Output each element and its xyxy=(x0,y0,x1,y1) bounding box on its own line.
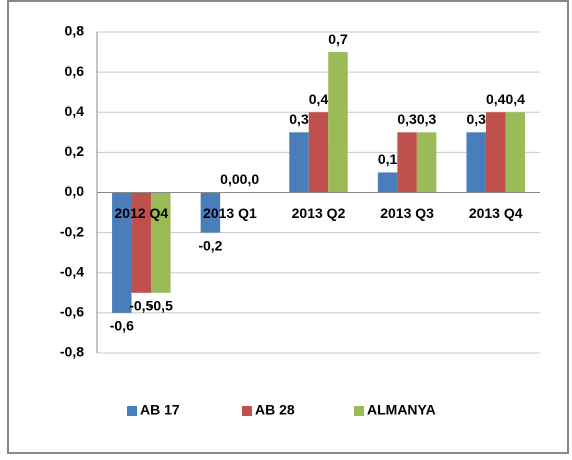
data-label: -0,5 xyxy=(129,298,153,314)
bar xyxy=(485,112,506,193)
y-tick-label: -0,8 xyxy=(60,344,84,360)
y-tick-label: 0,0 xyxy=(65,183,85,199)
legend-label: AB 28 xyxy=(255,402,295,418)
y-tick-label: 0,2 xyxy=(65,143,85,159)
bar xyxy=(466,132,486,193)
legend-swatch xyxy=(242,406,252,416)
bar xyxy=(416,132,437,193)
data-label: -0,5 xyxy=(149,298,173,314)
data-label: 0,7 xyxy=(328,31,348,47)
data-label: 0,4 xyxy=(309,91,329,107)
legend-label: ALMANYA xyxy=(367,402,436,418)
data-label: -0,6 xyxy=(110,318,134,334)
x-tick-label: 2013 Q4 xyxy=(469,205,523,221)
y-tick-label: -0,4 xyxy=(60,263,84,279)
bar xyxy=(505,112,525,193)
data-label: 0,0 xyxy=(220,171,240,187)
data-label: 0,3 xyxy=(417,111,437,127)
bar xyxy=(377,172,398,193)
bar xyxy=(397,132,417,193)
bar xyxy=(151,192,171,293)
bar xyxy=(289,132,309,193)
y-tick-label: -0,2 xyxy=(60,223,84,239)
data-label: 0,1 xyxy=(378,151,398,167)
data-label: -0,2 xyxy=(198,237,222,253)
bar xyxy=(200,192,221,233)
legend-label: AB 17 xyxy=(140,402,180,418)
x-tick-label: 2013 Q3 xyxy=(380,205,434,221)
bar xyxy=(328,52,348,193)
data-label: 0,0 xyxy=(240,171,260,187)
x-tick-label: 2013 Q2 xyxy=(292,205,346,221)
y-tick-label: 0,8 xyxy=(65,23,85,39)
y-tick-label: 0,6 xyxy=(65,63,85,79)
data-label: 0,4 xyxy=(505,91,525,107)
data-label: 0,3 xyxy=(289,111,309,127)
bar xyxy=(308,112,329,193)
legend-swatch xyxy=(354,406,364,416)
bar xyxy=(112,192,132,313)
x-tick-label: 2013 Q1 xyxy=(203,205,257,221)
y-tick-label: -0,6 xyxy=(60,304,84,320)
x-tick-label: 2012 Q4 xyxy=(114,205,168,221)
data-label: 0,3 xyxy=(466,111,486,127)
y-tick-label: 0,4 xyxy=(65,103,85,119)
chart-frame xyxy=(7,0,569,454)
bar xyxy=(131,192,152,293)
legend-swatch xyxy=(127,406,137,416)
data-label: 0,4 xyxy=(486,91,506,107)
data-label: 0,3 xyxy=(397,111,417,127)
